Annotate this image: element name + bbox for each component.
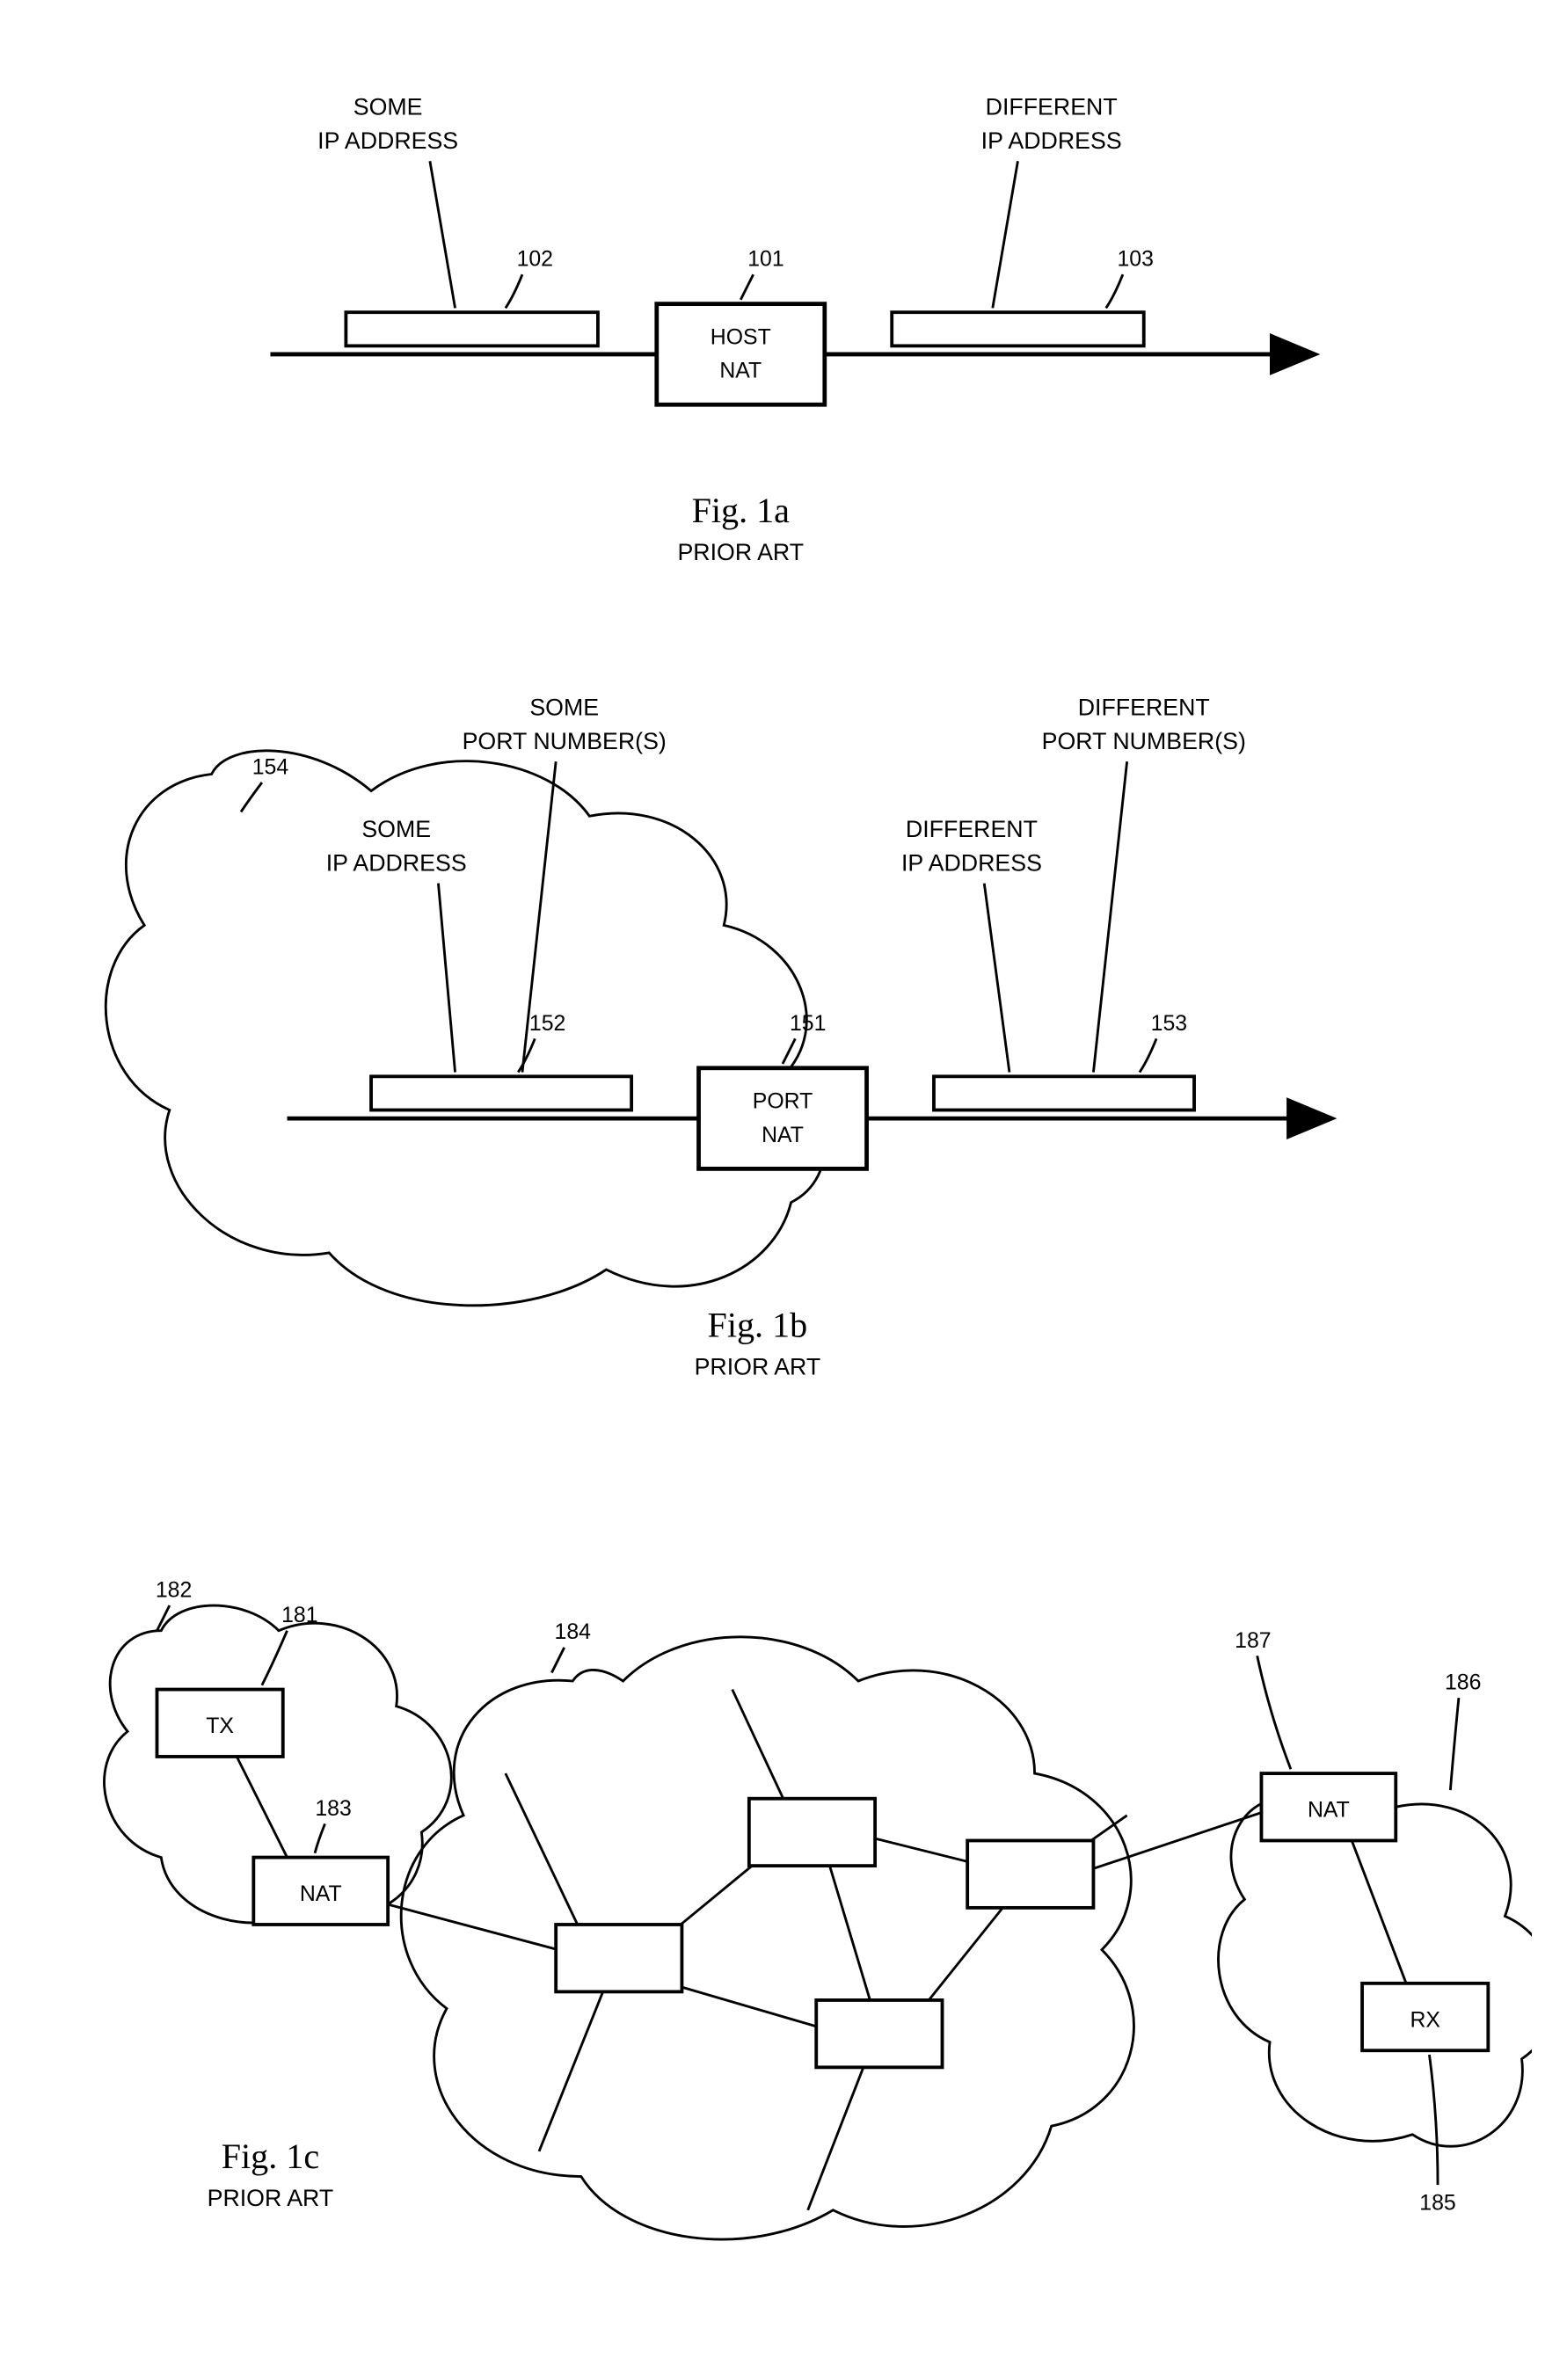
edge-tx-nat — [229, 1740, 295, 1874]
ref-151-hook — [783, 1038, 795, 1064]
figure-1b: 154 PORT NAT SOME PORT NUMBER(S) SOME IP… — [106, 695, 1329, 1380]
b-right2-l1: DIFFERENT — [1078, 695, 1210, 721]
fig1a-title: Fig. 1a — [692, 491, 791, 530]
b-right1-line — [984, 884, 1009, 1073]
ref-151: 151 — [790, 1012, 826, 1036]
ref-186: 186 — [1445, 1671, 1481, 1695]
fig1a-sub: PRIOR ART — [677, 539, 804, 565]
port-nat-box — [699, 1068, 867, 1169]
nat-right-label: NAT — [1308, 1799, 1350, 1823]
left-packet-box-b — [371, 1076, 631, 1110]
edge-stray4 — [808, 2059, 867, 2210]
right-packet-box-b — [934, 1076, 1194, 1110]
fig1b-title: Fig. 1b — [708, 1305, 808, 1344]
figure-1a: HOST NAT SOME IP ADDRESS 102 101 DIFFERE… — [270, 94, 1311, 565]
diagram-canvas: HOST NAT SOME IP ADDRESS 102 101 DIFFERE… — [35, 35, 1532, 2308]
fig1b-sub: PRIOR ART — [695, 1353, 821, 1379]
b-right1-l2: IP ADDRESS — [901, 849, 1042, 876]
ref-183-hook — [315, 1823, 324, 1852]
port-nat-label-1: PORT — [753, 1090, 813, 1114]
ref-186-hook — [1450, 1698, 1459, 1790]
ref-103-hook — [1106, 274, 1123, 308]
left-packet-box — [346, 312, 598, 346]
rx-label: RX — [1410, 2009, 1440, 2033]
right-label-l1: DIFFERENT — [986, 94, 1118, 120]
edge-natr-rx — [1345, 1823, 1412, 2000]
ref-102: 102 — [517, 248, 553, 272]
ref-101-hook — [740, 274, 753, 300]
ref-187-hook — [1257, 1656, 1291, 1769]
fig1c-title: Fig. 1c — [222, 2136, 319, 2176]
ref-185: 185 — [1419, 2192, 1455, 2216]
b-right2-line — [1093, 761, 1126, 1072]
ref-153-hook — [1140, 1038, 1156, 1072]
router-4 — [967, 1840, 1093, 1907]
cloud-154 — [106, 751, 825, 1306]
left-callout-line — [430, 161, 456, 308]
ref-181: 181 — [281, 1604, 317, 1627]
host-nat-label-1: HOST — [711, 325, 771, 349]
ref-185-hook — [1429, 2055, 1438, 2185]
port-nat-label-2: NAT — [762, 1124, 804, 1147]
ref-183: 183 — [315, 1797, 351, 1821]
right-packet-box — [892, 312, 1144, 346]
ref-181-hook — [262, 1631, 288, 1685]
edge-r2-r3 — [825, 1849, 875, 2017]
b-left1-l2: IP ADDRESS — [326, 849, 467, 876]
left-label-l1: SOME — [353, 94, 423, 120]
host-nat-box — [657, 304, 825, 405]
ref-154: 154 — [252, 755, 289, 779]
b-left2-l1: SOME — [529, 695, 599, 721]
ref-187: 187 — [1235, 1629, 1271, 1653]
ref-153: 153 — [1151, 1012, 1187, 1036]
router-2 — [749, 1799, 875, 1866]
b-left1-l1: SOME — [361, 816, 431, 842]
nat-left-label: NAT — [300, 1882, 342, 1906]
figure-1c: TX NAT NAT RX 182 181 183 184 187 186 18… — [105, 1578, 1532, 2239]
b-left2-l2: PORT NUMBER(S) — [463, 728, 667, 754]
left-label-l2: IP ADDRESS — [317, 127, 458, 154]
router-1 — [556, 1925, 681, 1991]
edge-stray2 — [539, 1983, 606, 2151]
right-callout-line — [993, 161, 1018, 308]
ref-101: 101 — [747, 248, 784, 272]
ref-184: 184 — [555, 1620, 592, 1644]
ref-182: 182 — [156, 1578, 192, 1602]
edge-stray3 — [732, 1690, 791, 1816]
b-right1-l1: DIFFERENT — [906, 816, 1038, 842]
right-label-l2: IP ADDRESS — [981, 127, 1122, 154]
ref-184-hook — [551, 1648, 564, 1673]
tx-label: TX — [206, 1714, 234, 1738]
host-nat-label-2: NAT — [719, 360, 762, 383]
ref-152: 152 — [529, 1012, 565, 1036]
ref-103: 103 — [1117, 248, 1153, 272]
router-3 — [816, 2000, 942, 2067]
b-right2-l2: PORT NUMBER(S) — [1042, 728, 1246, 754]
ref-102-hook — [506, 274, 522, 308]
b-left1-line — [438, 884, 455, 1073]
ref-154-hook — [241, 782, 262, 812]
fig1c-sub: PRIOR ART — [208, 2185, 334, 2211]
